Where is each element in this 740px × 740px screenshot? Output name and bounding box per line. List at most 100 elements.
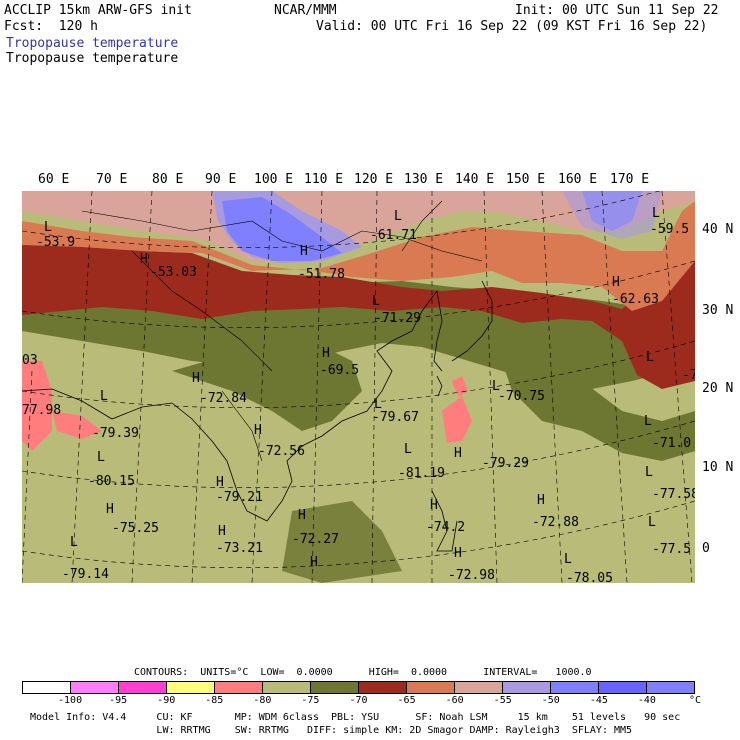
color-bar-tick-label: -45 [589, 695, 608, 706]
pressure-center-letter: H [454, 446, 462, 461]
tropopause-value-label: -61.71 [370, 228, 417, 243]
pressure-center-letter: L [97, 450, 105, 465]
pressure-center-letter: H [298, 508, 306, 523]
tropopause-value-label: -79.67 [372, 410, 419, 425]
color-swatch [119, 682, 167, 693]
tropopause-value-label: -53.03 [150, 265, 197, 280]
pressure-center-letter: L [492, 379, 500, 394]
tropopause-value-label: -81.19 [398, 466, 445, 481]
color-swatch [23, 682, 71, 693]
longitude-label: 80 E [152, 172, 184, 187]
pressure-center-letter: L [394, 209, 402, 224]
tropopause-value-label: -78.05 [566, 571, 613, 583]
tropopause-value-label: -59.5 [650, 222, 689, 237]
pressure-center-letter: L [44, 220, 52, 235]
longitude-label: 100 E [254, 172, 294, 187]
tropopause-value-label: 03 [22, 353, 38, 368]
tropopause-value-label: -77.58 [652, 487, 695, 502]
pressure-center-letter: H [254, 423, 262, 438]
tropopause-value-label: -51.78 [298, 267, 345, 282]
longitude-label: 110 E [304, 172, 344, 187]
tropopause-value-label: -79.29 [482, 456, 529, 471]
tropopause-value-label: -74.2 [426, 520, 465, 535]
band-blue-1 [222, 197, 342, 261]
color-bar-tick-label: °C [688, 695, 702, 706]
color-bar-tick-label: -50 [541, 695, 560, 706]
band-orange [22, 201, 695, 311]
tropopause-value-label: -53.9 [36, 235, 75, 250]
tropopause-value-label: -73.21 [216, 541, 263, 556]
pressure-center-letter: L [646, 350, 654, 365]
tropopause-value-label: -77.5 [652, 542, 691, 557]
pressure-center-letter: L [100, 389, 108, 404]
patch-olive-2 [492, 331, 695, 461]
color-swatch [311, 682, 359, 693]
longitude-label: 150 E [506, 172, 546, 187]
pressure-center-letter: L [652, 206, 660, 221]
pressure-center-letter: H [310, 555, 318, 570]
pressure-center-letter: L [645, 465, 653, 480]
color-swatch [71, 682, 119, 693]
tropopause-value-label: -72.84 [200, 391, 247, 406]
tropopause-value-label: -80.15 [88, 474, 135, 489]
pressure-center-letter: L [564, 552, 572, 567]
pressure-center-letter: L [404, 442, 412, 457]
pressure-center-letter: H [430, 498, 438, 513]
longitude-label: 170 E [610, 172, 650, 187]
tropopause-value-label: -71.29 [374, 311, 421, 326]
color-bar-tick-label: -40 [637, 695, 656, 706]
tropopause-value-label: -69.5 [320, 363, 359, 378]
latitude-label: 30 N [702, 303, 734, 318]
latitude-label: 0 [702, 541, 710, 556]
band-red [22, 231, 695, 389]
coastline-japan [451, 280, 493, 362]
graticule [22, 191, 695, 583]
color-swatch [359, 682, 407, 693]
longitude-label: 130 E [404, 172, 444, 187]
color-bar-tick-label: -70 [349, 695, 368, 706]
model-info-line-1: Model Info: V4.4 CU: KF MP: WDM 6class P… [30, 712, 681, 723]
tropopause-value-label: -79.39 [92, 426, 139, 441]
color-swatch [263, 682, 311, 693]
color-bar-tick-label: -85 [205, 695, 224, 706]
tropopause-temperature-map: L-53.9H-53.03H-51.78L-61.71L-59.5H-62.63… [22, 191, 695, 583]
tropopause-value-label: -71.0 [652, 436, 691, 451]
border-lines [81, 200, 483, 462]
patch-salmon-2 [52, 411, 102, 439]
color-bar [22, 681, 695, 694]
high-low-labels: L-53.9H-53.03H-51.78L-61.71L-59.5H-62.63… [22, 206, 695, 583]
organization: NCAR/MMM [274, 3, 337, 18]
color-swatch [551, 682, 599, 693]
pressure-center-letter: L [648, 515, 656, 530]
tropopause-value-label: -72.88 [532, 515, 579, 530]
coastline-asia [22, 290, 443, 522]
tropopause-value-label: 77.98 [22, 403, 61, 418]
pressure-center-letter: H [322, 346, 330, 361]
longitude-label: 120 E [354, 172, 394, 187]
color-bar-tick-label: -80 [253, 695, 272, 706]
forecast-hour: Fcst: 120 h [4, 19, 98, 34]
longitude-label: 60 E [38, 172, 70, 187]
model-title: ACCLIP 15km ARW-GFS init [4, 3, 192, 18]
pressure-center-letter: H [537, 493, 545, 508]
tropopause-value-label: -72.56 [258, 444, 305, 459]
longitude-label: 140 E [455, 172, 495, 187]
color-swatch [215, 682, 263, 693]
color-swatch [647, 682, 694, 693]
color-swatch [503, 682, 551, 693]
pressure-center-letter: H [192, 371, 200, 386]
pressure-center-letter: H [612, 275, 620, 290]
pressure-center-letter: H [140, 252, 148, 267]
colored-field-name: Tropopause temperature [6, 36, 179, 51]
color-bar-tick-label: -65 [397, 695, 416, 706]
pressure-center-letter: L [70, 535, 78, 550]
latitude-label: 40 N [702, 222, 734, 237]
tropopause-value-label: -70.75 [498, 389, 545, 404]
pressure-center-letter: H [218, 524, 226, 539]
color-bar-tick-label: -60 [445, 695, 464, 706]
tropopause-value-label: -79.14 [62, 567, 109, 582]
color-swatch [599, 682, 647, 693]
pressure-center-letter: L [644, 414, 652, 429]
color-bar-tick-label: -55 [493, 695, 512, 706]
longitude-label: 160 E [558, 172, 598, 187]
